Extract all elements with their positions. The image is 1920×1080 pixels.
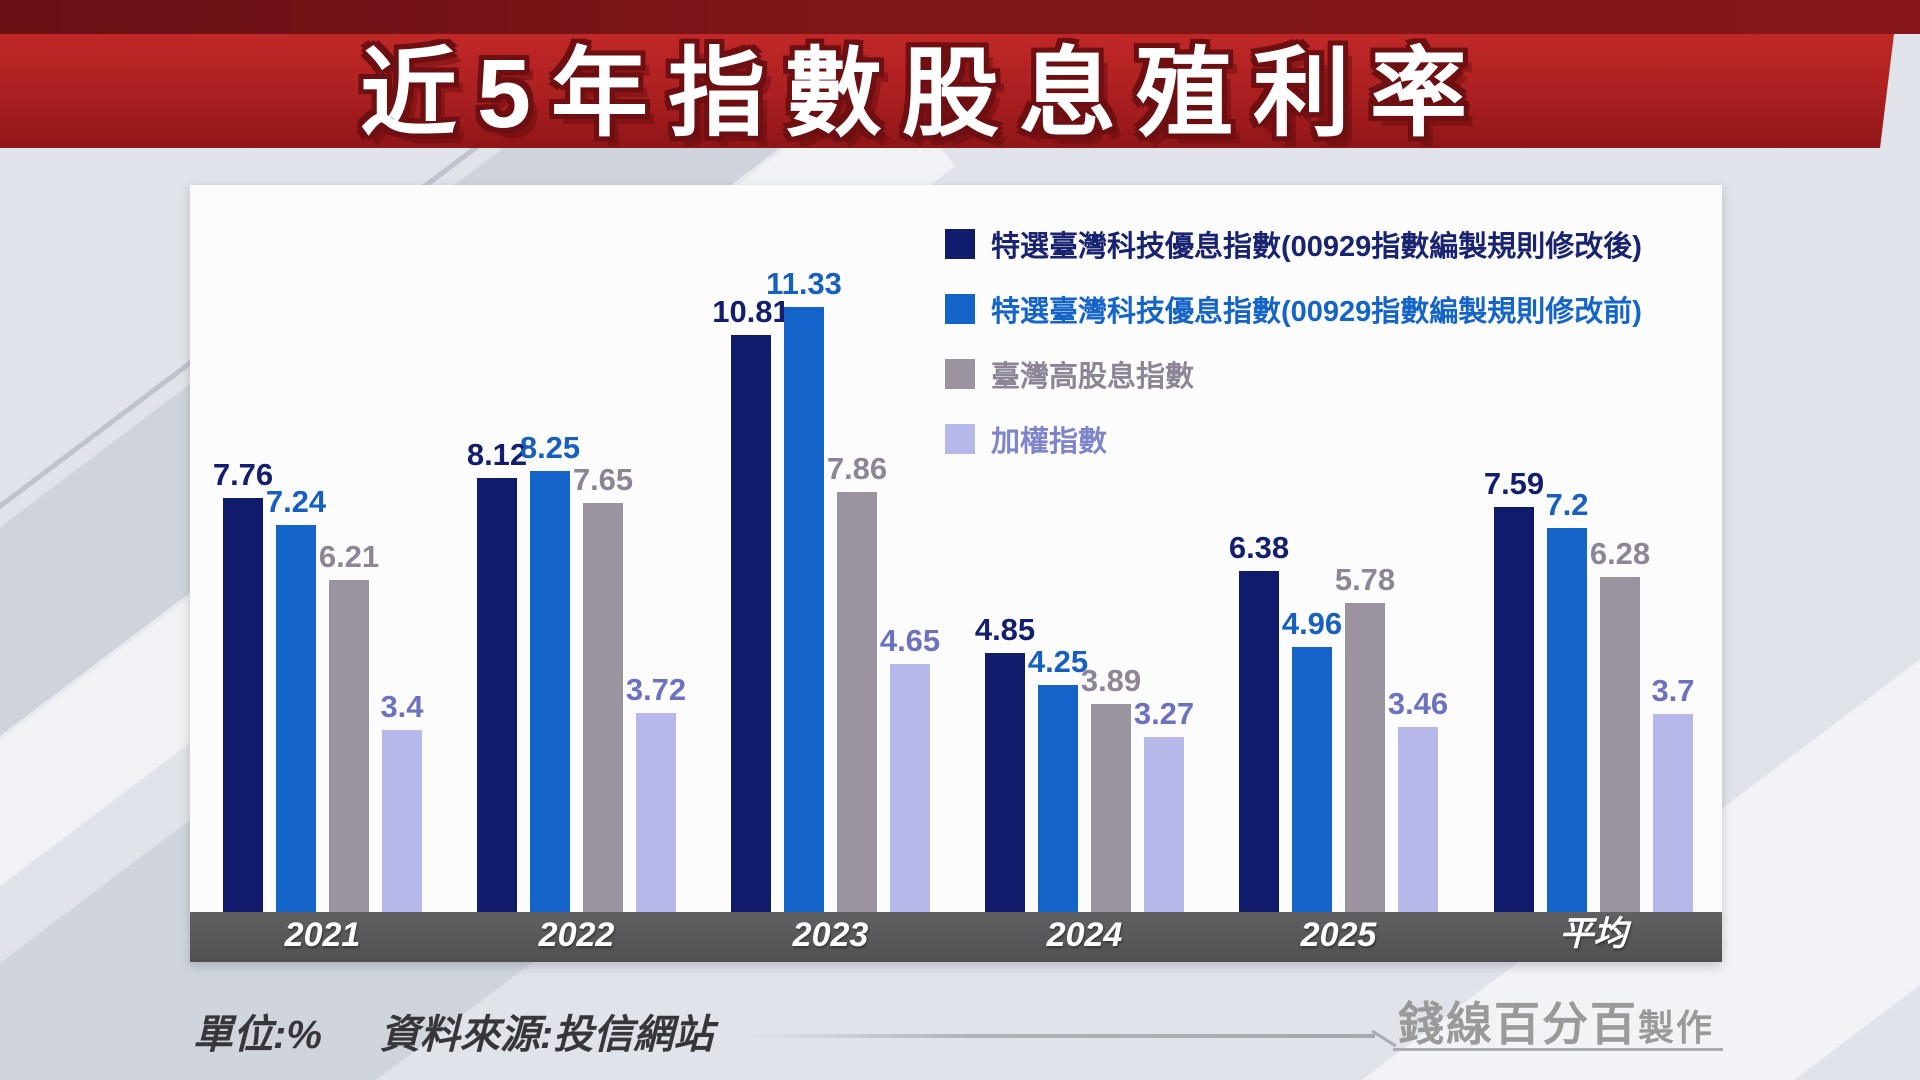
- bar: [784, 307, 824, 912]
- legend-swatch-icon: [945, 294, 975, 324]
- unit-label: 單位:%: [193, 1013, 322, 1057]
- bar: [1494, 507, 1534, 912]
- bar: [223, 498, 263, 912]
- axis-category-label: 2025: [1300, 916, 1377, 954]
- bar: [890, 664, 930, 912]
- bars-layer: 7.76 8.12 10.81 4.85 6.38 7.59 7.24 8.25 11.33 4.…: [190, 185, 1722, 962]
- bar-value-label: 11.33: [766, 266, 842, 301]
- bar: [1038, 685, 1078, 912]
- bar-value-label: 3.72: [625, 672, 687, 707]
- page-title: 近5年指數股息殖利率: [360, 39, 1487, 148]
- axis-category-label: 2024: [1046, 916, 1123, 954]
- legend-item-label: 加權指數: [991, 426, 1108, 458]
- bar: [1345, 603, 1385, 912]
- axis-category-label: 平均: [1559, 915, 1628, 953]
- bar: [1239, 571, 1279, 912]
- legend-item: 加權指數: [945, 422, 1642, 458]
- footer-divider-line: [750, 1034, 1375, 1038]
- legend-swatch-icon: [945, 424, 975, 454]
- bar-value-label: 7.86: [826, 451, 888, 486]
- credit-divider-line: [1393, 1048, 1723, 1051]
- bar: [583, 503, 623, 912]
- bar-value-label: 8.25: [519, 430, 581, 465]
- bar: [1091, 704, 1131, 912]
- bar-value-label: 6.28: [1589, 536, 1651, 571]
- axis-category-label: 2022: [538, 916, 615, 954]
- legend-item-label: 特選臺灣科技優息指數(00929指數編製規則修改後): [991, 231, 1642, 263]
- bar: [477, 478, 517, 912]
- banner-top-strip: [0, 0, 1920, 34]
- bar-value-label: 6.38: [1228, 530, 1290, 565]
- axis-category-label: 2021: [284, 916, 361, 954]
- bar-value-label: 7.65: [572, 462, 634, 497]
- bar-value-label: 5.78: [1334, 562, 1396, 597]
- bar: [1600, 577, 1640, 912]
- bar-value-label: 7.59: [1483, 466, 1545, 501]
- bar-value-label: 3.46: [1387, 686, 1449, 721]
- footer-row: 單位:% 資料來源:投信網站: [193, 1002, 713, 1060]
- legend-swatch-icon: [945, 229, 975, 259]
- producer-logo-text: 錢線百分百: [1398, 998, 1638, 1050]
- bar-value-label: 4.96: [1281, 606, 1343, 641]
- bar-value-label: 4.25: [1027, 644, 1089, 679]
- bar-value-label: 3.7: [1651, 673, 1695, 708]
- bar-value-label: 7.24: [265, 484, 327, 519]
- bar: [530, 471, 570, 912]
- bar: [329, 580, 369, 912]
- bar: [1292, 647, 1332, 912]
- legend-swatch-icon: [945, 359, 975, 389]
- title-banner: [0, 34, 1894, 148]
- legend-item: 特選臺灣科技優息指數(00929指數編製規則修改前): [945, 292, 1642, 328]
- bar: [1398, 727, 1438, 912]
- axis-category-label: 2023: [792, 916, 869, 954]
- legend-item-label: 特選臺灣科技優息指數(00929指數編製規則修改前): [991, 296, 1642, 328]
- legend-item-label: 臺灣高股息指數: [991, 361, 1195, 393]
- bar: [382, 730, 422, 912]
- bar-value-label: 3.27: [1133, 696, 1195, 731]
- bar: [1144, 737, 1184, 912]
- bar-value-label: 4.65: [879, 623, 941, 658]
- bar-value-label: 3.89: [1080, 663, 1142, 698]
- bar-value-label: 4.85: [974, 612, 1036, 647]
- bar: [837, 492, 877, 912]
- source-label: 資料來源:投信網站: [379, 1013, 714, 1057]
- bar-value-label: 3.4: [380, 689, 424, 724]
- x-axis-band: 2021 2022 2023 2024 2025 平均: [190, 912, 1722, 962]
- bar-value-label: 7.76: [212, 457, 274, 492]
- bar-value-label: 10.81: [712, 294, 790, 329]
- legend: 特選臺灣科技優息指數(00929指數編製規則修改後) 特選臺灣科技優息指數(009…: [945, 227, 1642, 487]
- bar: [276, 525, 316, 912]
- chart-panel: 7.76 8.12 10.81 4.85 6.38 7.59 7.24 8.25 11.33 4.…: [190, 185, 1722, 962]
- bar: [1653, 714, 1693, 912]
- credit-divider-connector: [1371, 1029, 1397, 1048]
- bar: [985, 653, 1025, 912]
- bar: [731, 335, 771, 912]
- bar: [636, 713, 676, 912]
- bar: [1547, 528, 1587, 912]
- legend-item: 特選臺灣科技優息指數(00929指數編製規則修改後): [945, 227, 1642, 263]
- bar-value-label: 8.12: [466, 437, 528, 472]
- legend-item: 臺灣高股息指數: [945, 357, 1642, 393]
- bar-value-label: 7.2: [1545, 487, 1589, 522]
- producer-credit-suffix: 製作: [1638, 1007, 1715, 1048]
- bar-value-label: 6.21: [318, 539, 380, 574]
- producer-credit: 錢線百分百製作: [1398, 988, 1714, 1054]
